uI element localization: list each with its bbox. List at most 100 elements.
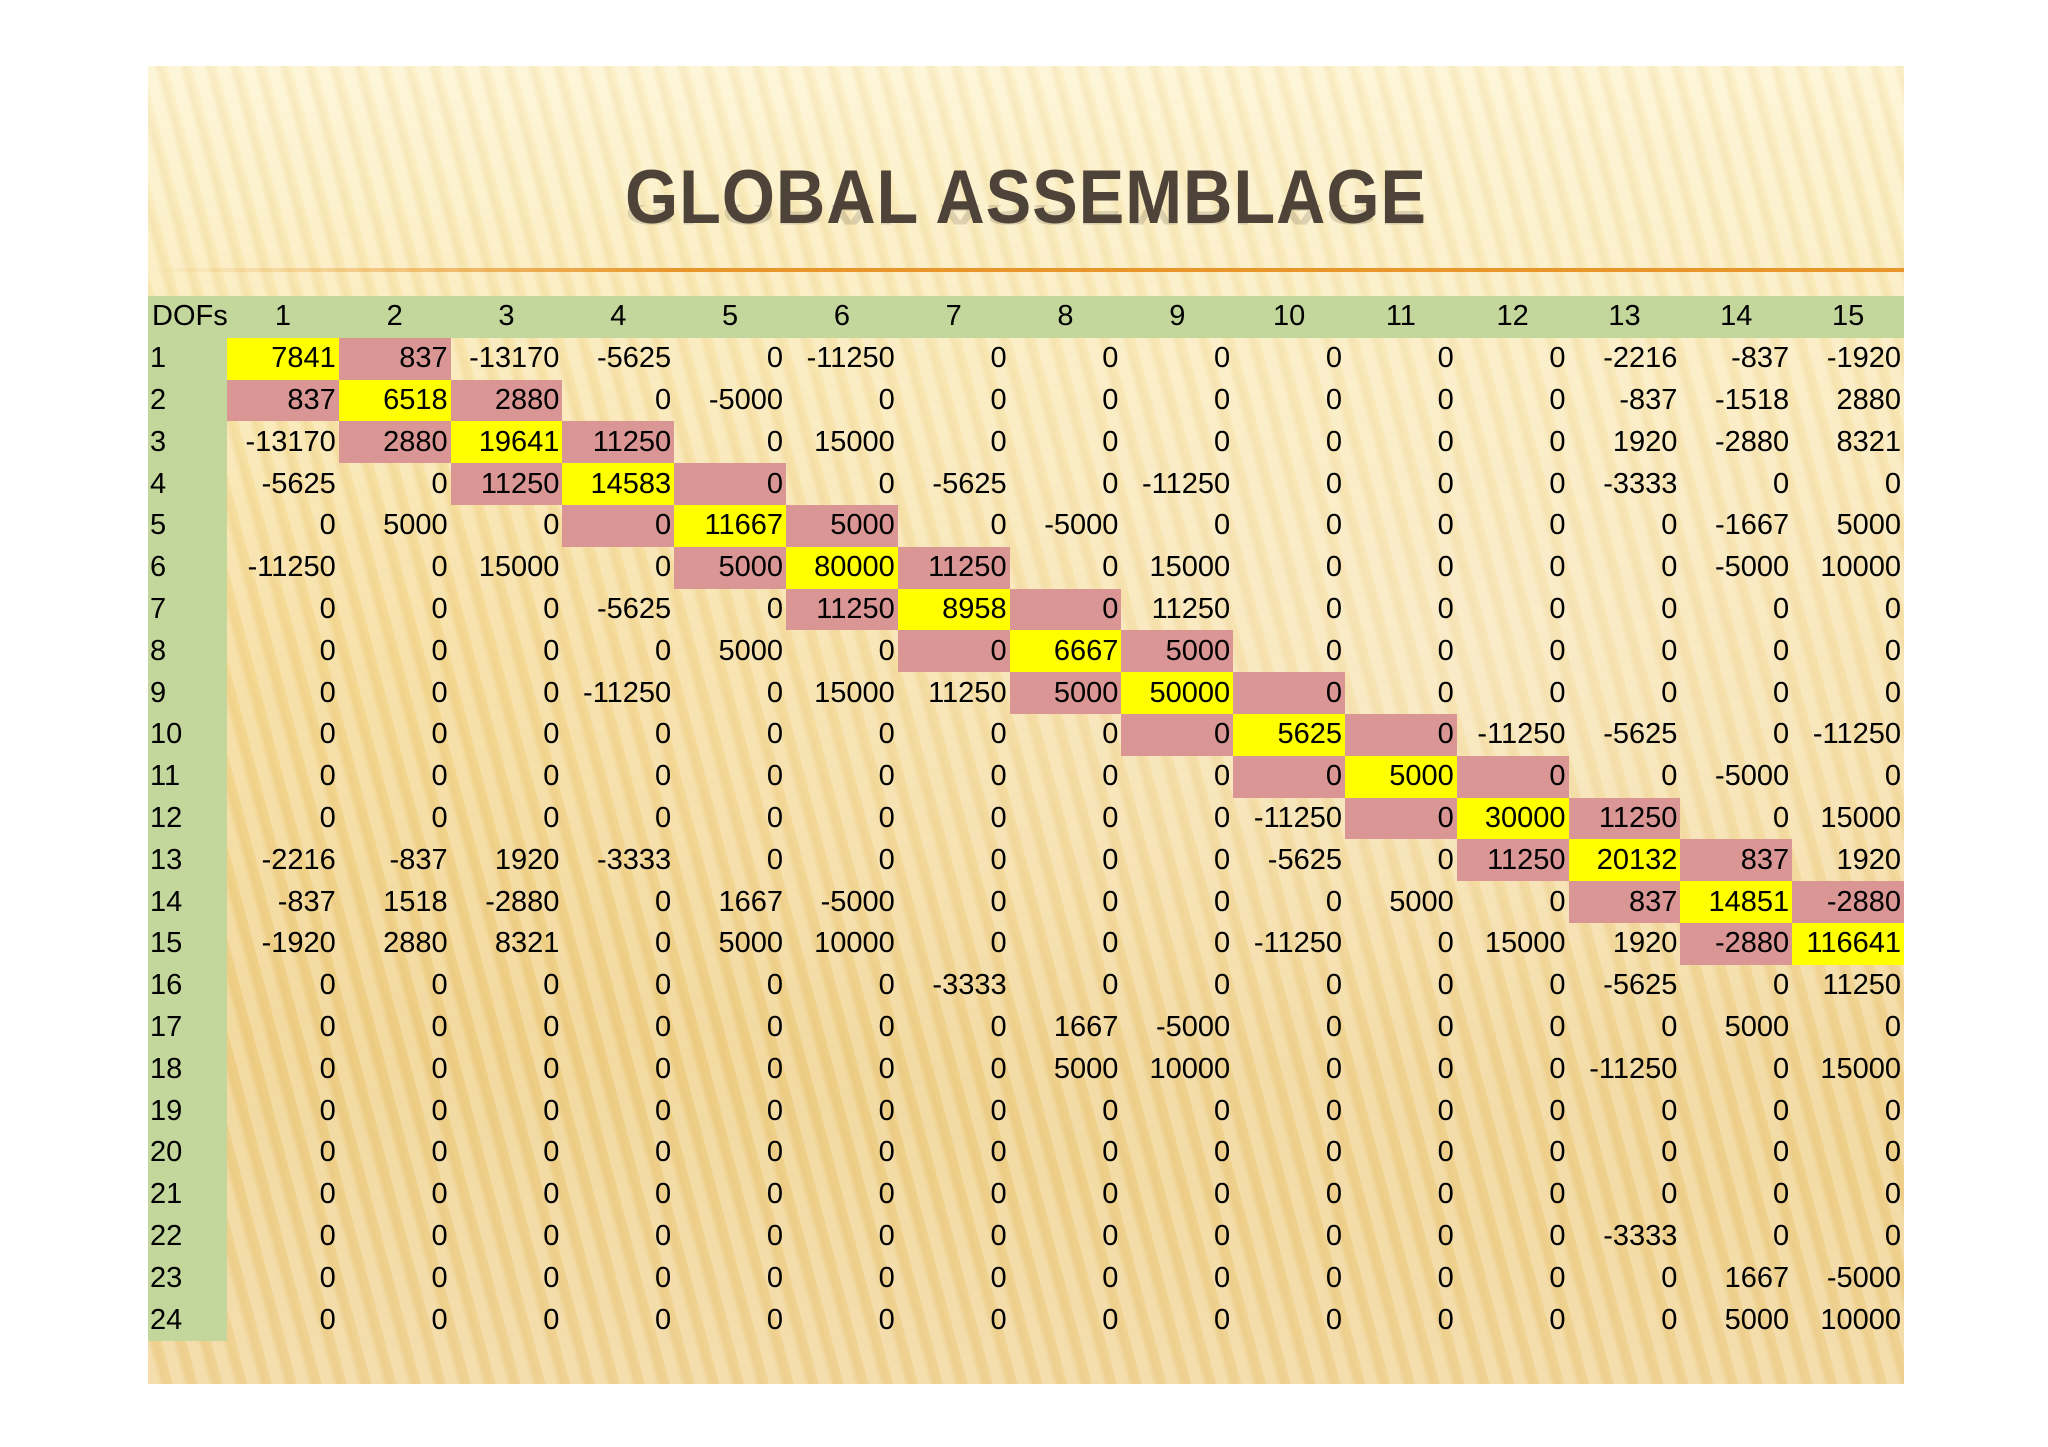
matrix-row: 9 0 0 0 -11250 0 15000 11250 5000 50000 0 0 0 0 0 0 bbox=[148, 672, 1904, 714]
matrix-cell: 0 bbox=[1549, 592, 1566, 625]
matrix-cell: -5625 bbox=[261, 467, 336, 500]
matrix-cell: 0 bbox=[766, 1303, 783, 1336]
matrix-cell: 0 bbox=[431, 760, 448, 793]
matrix-cell: 0 bbox=[878, 843, 895, 876]
matrix-cell: 15000 bbox=[478, 551, 560, 584]
matrix-cell: 0 bbox=[1214, 1219, 1231, 1252]
matrix-cell: 0 bbox=[1102, 1219, 1119, 1252]
matrix-cell: 0 bbox=[878, 1178, 895, 1211]
row-header: 18 bbox=[148, 1048, 227, 1091]
matrix-cell: 0 bbox=[655, 1219, 672, 1252]
matrix-row: 4 -5625 0 11250 14583 0 0 -5625 0 -11250 0 0 0 -3333 0… bbox=[148, 463, 1904, 505]
matrix-cell: 0 bbox=[1661, 509, 1678, 542]
matrix-cell: 0 bbox=[1661, 1261, 1678, 1294]
matrix-cell: -5625 bbox=[597, 342, 672, 375]
matrix-cell-offdiagonal: 11250 bbox=[1568, 797, 1681, 840]
matrix-cell: -5000 bbox=[1714, 760, 1790, 793]
matrix-corner-label: DOFs bbox=[148, 296, 227, 338]
row-header: 2 bbox=[148, 379, 227, 422]
matrix-cell: 0 bbox=[1549, 425, 1566, 458]
matrix-cell: 5000 bbox=[1836, 509, 1901, 542]
matrix-cell: 0 bbox=[1437, 1052, 1454, 1085]
row-header: 3 bbox=[148, 421, 227, 464]
matrix-cell: 0 bbox=[1661, 634, 1678, 667]
matrix-cell: 0 bbox=[990, 1178, 1007, 1211]
matrix-row: 12 0 0 0 0 0 0 0 0 0 -11250 0 30000 11250 0 15000 bbox=[148, 797, 1904, 840]
matrix-cell: 0 bbox=[1437, 1178, 1454, 1211]
matrix-row: 17 0 0 0 0 0 0 0 1667 -5000 0 0 0 0 5000 0 bbox=[148, 1006, 1904, 1049]
title-divider bbox=[148, 268, 1904, 272]
matrix-cell: 0 bbox=[543, 1136, 560, 1169]
matrix-cell: 0 bbox=[990, 509, 1007, 542]
column-header-2: 2 bbox=[338, 296, 451, 338]
matrix-cell: 0 bbox=[1437, 1261, 1454, 1294]
column-header-1: 1 bbox=[227, 296, 339, 338]
matrix-cell: 0 bbox=[1102, 551, 1119, 584]
matrix-cell: 0 bbox=[990, 1136, 1007, 1169]
matrix-cell: 0 bbox=[1661, 1303, 1678, 1336]
matrix-cell: 0 bbox=[1437, 551, 1454, 584]
matrix-cell: -2880 bbox=[485, 885, 560, 918]
matrix-cell-offdiagonal: 5000 bbox=[785, 504, 898, 547]
matrix-row: 22 0 0 0 0 0 0 0 0 0 0 0 0 -3333 0 0 bbox=[148, 1215, 1904, 1258]
matrix-row: 16 0 0 0 0 0 0 -3333 0 0 0 0 0 -5625 0 11250 bbox=[148, 964, 1904, 1007]
matrix-cell: 0 bbox=[1773, 634, 1790, 667]
matrix-cell: 0 bbox=[431, 1261, 448, 1294]
matrix-cell: 0 bbox=[1549, 342, 1566, 375]
matrix-cell: 0 bbox=[1102, 1094, 1119, 1127]
matrix-cell: 0 bbox=[1549, 676, 1566, 709]
row-header: 20 bbox=[148, 1131, 227, 1174]
matrix-cell-offdiagonal: 11250 bbox=[897, 546, 1010, 589]
matrix-cell: 0 bbox=[1661, 551, 1678, 584]
column-header-11: 11 bbox=[1344, 296, 1457, 338]
matrix-cell: 0 bbox=[990, 1303, 1007, 1336]
matrix-row: 8 0 0 0 0 5000 0 0 6667 5000 0 0 0 0 0 0 bbox=[148, 630, 1904, 673]
matrix-cell: 0 bbox=[766, 342, 783, 375]
matrix-cell: 0 bbox=[1102, 467, 1119, 500]
matrix-cell: 0 bbox=[990, 801, 1007, 834]
matrix-cell: 0 bbox=[543, 1303, 560, 1336]
matrix-cell: 1920 bbox=[1612, 927, 1678, 960]
matrix-cell-offdiagonal: 0 bbox=[1344, 797, 1457, 840]
matrix-cell: 0 bbox=[1325, 551, 1342, 584]
matrix-cell: 0 bbox=[1102, 843, 1119, 876]
matrix-cell: 5000 bbox=[1724, 1010, 1790, 1043]
matrix-cell-diagonal: 11667 bbox=[674, 504, 786, 547]
matrix-cell: 0 bbox=[431, 718, 448, 751]
matrix-cell: 0 bbox=[1437, 634, 1454, 667]
matrix-cell: 0 bbox=[1437, 592, 1454, 625]
matrix-cell: 0 bbox=[1549, 1219, 1566, 1252]
matrix-cell-offdiagonal: 2880 bbox=[338, 421, 451, 464]
matrix-cell: 0 bbox=[1549, 1136, 1566, 1169]
matrix-cell-diagonal: 116641 bbox=[1792, 922, 1904, 965]
matrix-cell: 0 bbox=[655, 1136, 672, 1169]
matrix-cell: 0 bbox=[543, 801, 560, 834]
matrix-cell: 0 bbox=[1437, 425, 1454, 458]
matrix-cell: 0 bbox=[766, 760, 783, 793]
matrix-cell: -3333 bbox=[932, 969, 1007, 1002]
matrix-cell: 5000 bbox=[383, 509, 448, 542]
matrix-cell: 11250 bbox=[1822, 969, 1902, 1002]
matrix-cell: 0 bbox=[1102, 383, 1119, 416]
matrix-cell: 0 bbox=[431, 634, 448, 667]
matrix-cell: 0 bbox=[878, 1094, 895, 1127]
matrix-cell: -5000 bbox=[820, 885, 895, 918]
matrix-cell: -5625 bbox=[932, 467, 1007, 500]
row-header: 16 bbox=[148, 964, 227, 1007]
matrix-cell: 10000 bbox=[1820, 1303, 1901, 1336]
matrix-cell: 5000 bbox=[1053, 1052, 1119, 1085]
matrix-cell: 0 bbox=[1437, 1010, 1454, 1043]
matrix-cell: -11250 bbox=[1253, 801, 1342, 834]
matrix-cell: 0 bbox=[990, 927, 1007, 960]
matrix-cell: 0 bbox=[1884, 1136, 1901, 1169]
matrix-cell: -837 bbox=[389, 843, 448, 876]
matrix-cell: 0 bbox=[1325, 885, 1342, 918]
matrix-cell: 0 bbox=[543, 1010, 560, 1043]
matrix-cell: 0 bbox=[1102, 1303, 1119, 1336]
matrix-cell: -11250 bbox=[583, 676, 672, 709]
matrix-cell: 0 bbox=[1884, 760, 1901, 793]
matrix-cell-offdiagonal: 5000 bbox=[674, 546, 786, 589]
matrix-cell: 8321 bbox=[1836, 425, 1901, 458]
matrix-cell: 0 bbox=[1325, 634, 1342, 667]
matrix-cell: 0 bbox=[431, 969, 448, 1002]
